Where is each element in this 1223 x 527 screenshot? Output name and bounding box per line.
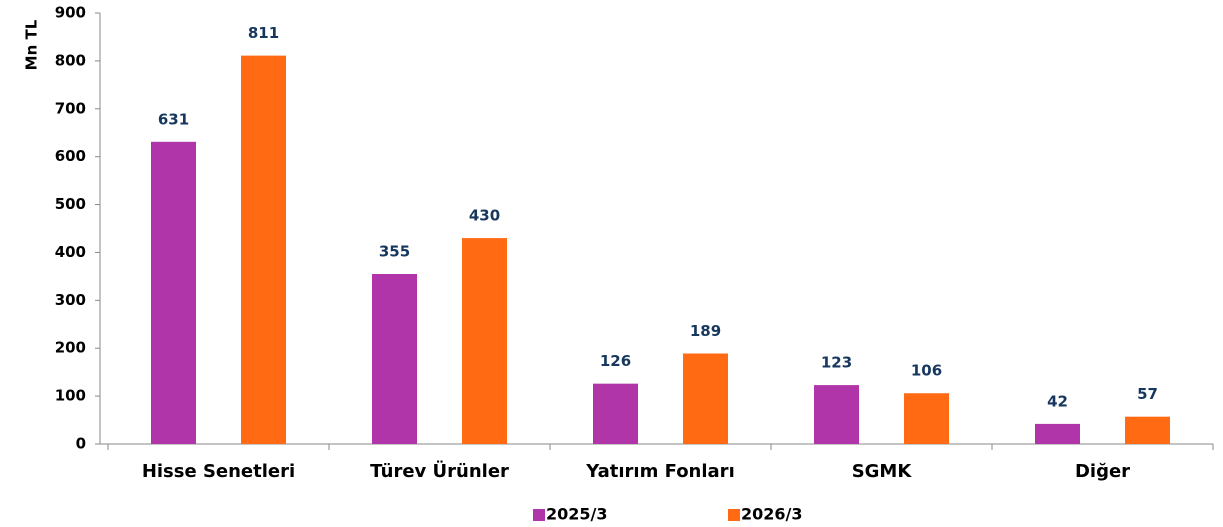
y-tick-label: 0 [76, 435, 86, 453]
value-label: 355 [379, 242, 410, 260]
bar [814, 385, 859, 444]
bar [372, 273, 417, 444]
value-label: 631 [158, 110, 189, 128]
y-tick-label: 500 [55, 195, 86, 213]
y-tick-label: 800 [55, 51, 86, 69]
legend-swatch [728, 509, 740, 521]
y-tick-label: 200 [55, 339, 86, 357]
y-tick-label: 900 [55, 4, 86, 22]
y-tick-label: 400 [55, 243, 86, 261]
legend-swatch [533, 509, 545, 521]
bar [904, 393, 949, 444]
y-tick-label: 100 [55, 387, 86, 405]
bar [683, 353, 728, 444]
x-tick-label: Türev Ürünler [370, 460, 509, 482]
value-label: 430 [469, 207, 500, 225]
value-label: 106 [911, 362, 942, 380]
value-label: 189 [690, 322, 721, 340]
y-axis-label: Mn TL [23, 19, 41, 70]
x-tick-label: Diğer [1075, 461, 1130, 482]
value-label: 811 [248, 24, 279, 42]
x-tick-label: SGMK [852, 461, 913, 482]
value-label: 42 [1047, 392, 1068, 410]
bar [151, 141, 196, 444]
bar [1035, 423, 1080, 444]
value-label: 126 [600, 352, 631, 370]
bar [593, 383, 638, 444]
x-tick-label: Hisse Senetleri [142, 461, 295, 482]
bar [241, 55, 286, 444]
bar [462, 238, 507, 444]
x-tick-label: Yatırım Fonları [585, 461, 734, 482]
legend-label: 2026/3 [741, 505, 803, 524]
bar [1125, 416, 1170, 444]
legend-label: 2025/3 [546, 505, 608, 524]
value-label: 123 [821, 354, 852, 372]
value-label: 57 [1137, 385, 1158, 403]
y-tick-label: 600 [55, 147, 86, 165]
y-tick-label: 300 [55, 291, 86, 309]
y-tick-label: 700 [55, 99, 86, 117]
